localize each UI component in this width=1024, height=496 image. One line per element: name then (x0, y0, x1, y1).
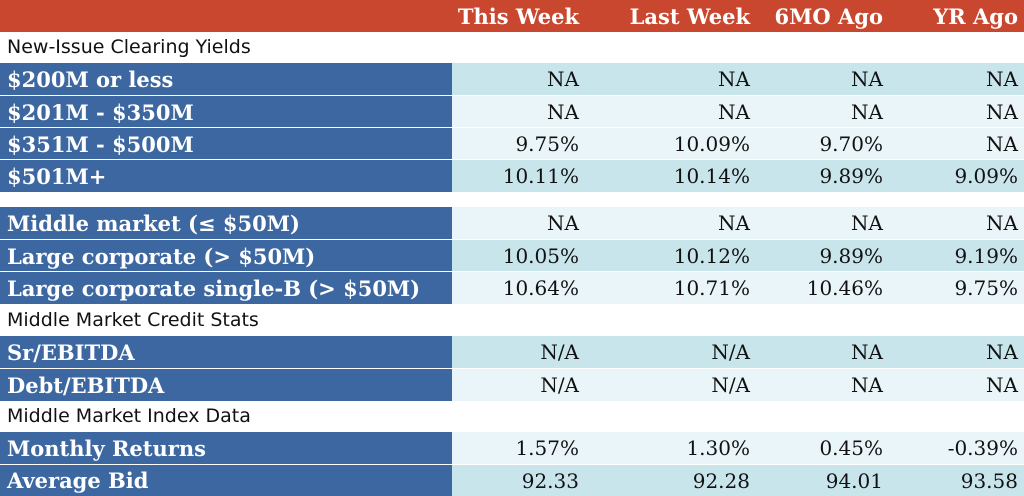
cell-last-week: NA (585, 207, 756, 239)
row-label: Average Bid (0, 465, 452, 496)
cell-this-week: N/A (452, 336, 585, 368)
cell-yr-ago: NA (889, 207, 1024, 239)
section-new-issue: New-Issue Clearing Yields (0, 32, 1024, 62)
cell-last-week: 10.71% (585, 272, 756, 304)
cell-this-week: NA (452, 63, 585, 95)
cell-this-week: 92.33 (452, 465, 585, 496)
cell-last-week: 92.28 (585, 465, 756, 496)
table-row: Debt/EBITDA N/A N/A NA NA (0, 369, 1024, 401)
cell-this-week: N/A (452, 369, 585, 401)
cell-yr-ago: NA (889, 63, 1024, 95)
row-label: Large corporate (> $50M) (0, 240, 452, 272)
row-label: $501M+ (0, 160, 452, 192)
cell-6mo-ago: 9.89% (756, 160, 889, 192)
cell-6mo-ago: NA (756, 96, 889, 128)
table-row: Middle market (≤ $50M) NA NA NA NA (0, 207, 1024, 239)
cell-this-week: 1.57% (452, 432, 585, 464)
cell-yr-ago: -0.39% (889, 432, 1024, 464)
header-blank (0, 0, 452, 32)
cell-last-week: NA (585, 63, 756, 95)
table-row: $201M - $350M NA NA NA NA (0, 96, 1024, 128)
cell-yr-ago: 9.75% (889, 272, 1024, 304)
table-row: Large corporate (> $50M) 10.05% 10.12% 9… (0, 240, 1024, 272)
cell-6mo-ago: 9.70% (756, 128, 889, 160)
cell-6mo-ago: 94.01 (756, 465, 889, 496)
cell-this-week: 10.11% (452, 160, 585, 192)
cell-last-week: 10.09% (585, 128, 756, 160)
cell-this-week: 9.75% (452, 128, 585, 160)
cell-yr-ago: 93.58 (889, 465, 1024, 496)
table-header: This Week Last Week 6MO Ago YR Ago (0, 0, 1024, 32)
cell-yr-ago: NA (889, 128, 1024, 160)
header-6mo-ago: 6MO Ago (774, 3, 883, 29)
table-row: Sr/EBITDA N/A N/A NA NA (0, 336, 1024, 368)
row-label: Monthly Returns (0, 432, 452, 464)
table-row: Monthly Returns 1.57% 1.30% 0.45% -0.39% (0, 432, 1024, 464)
cell-yr-ago: 9.19% (889, 240, 1024, 272)
cell-this-week: NA (452, 207, 585, 239)
cell-yr-ago: NA (889, 369, 1024, 401)
cell-yr-ago: NA (889, 96, 1024, 128)
cell-yr-ago: 9.09% (889, 160, 1024, 192)
cell-this-week: 10.64% (452, 272, 585, 304)
cell-6mo-ago: NA (756, 207, 889, 239)
cell-6mo-ago: 9.89% (756, 240, 889, 272)
cell-6mo-ago: 10.46% (756, 272, 889, 304)
section-label: Middle Market Credit Stats (7, 309, 259, 331)
row-label: Middle market (≤ $50M) (0, 207, 452, 239)
cell-last-week: 10.14% (585, 160, 756, 192)
cell-yr-ago: NA (889, 336, 1024, 368)
row-label: $201M - $350M (0, 96, 452, 128)
cell-6mo-ago: NA (756, 63, 889, 95)
row-label: $351M - $500M (0, 128, 452, 160)
table-row: $501M+ 10.11% 10.14% 9.89% 9.09% (0, 160, 1024, 192)
cell-last-week: NA (585, 96, 756, 128)
section-label: Middle Market Index Data (7, 405, 251, 427)
cell-6mo-ago: 0.45% (756, 432, 889, 464)
cell-last-week: 1.30% (585, 432, 756, 464)
row-label: Debt/EBITDA (0, 369, 452, 401)
cell-6mo-ago: NA (756, 369, 889, 401)
header-this-week: This Week (457, 3, 579, 29)
cell-last-week: N/A (585, 336, 756, 368)
cell-this-week: 10.05% (452, 240, 585, 272)
section-label: New-Issue Clearing Yields (7, 36, 251, 58)
row-label: $200M or less (0, 63, 452, 95)
table-row: $200M or less NA NA NA NA (0, 63, 1024, 95)
table-row: $351M - $500M 9.75% 10.09% 9.70% NA (0, 128, 1024, 160)
table-row: Average Bid 92.33 92.28 94.01 93.58 (0, 465, 1024, 496)
section-credit-stats: Middle Market Credit Stats (0, 305, 1024, 335)
table-row: Large corporate single-B (> $50M) 10.64%… (0, 272, 1024, 304)
row-label: Sr/EBITDA (0, 336, 452, 368)
cell-last-week: 10.12% (585, 240, 756, 272)
cell-6mo-ago: NA (756, 336, 889, 368)
row-label: Large corporate single-B (> $50M) (0, 272, 452, 304)
header-last-week: Last Week (629, 3, 750, 29)
header-yr-ago: YR Ago (933, 3, 1018, 29)
section-index-data: Middle Market Index Data (0, 401, 1024, 431)
cell-this-week: NA (452, 96, 585, 128)
cell-last-week: N/A (585, 369, 756, 401)
